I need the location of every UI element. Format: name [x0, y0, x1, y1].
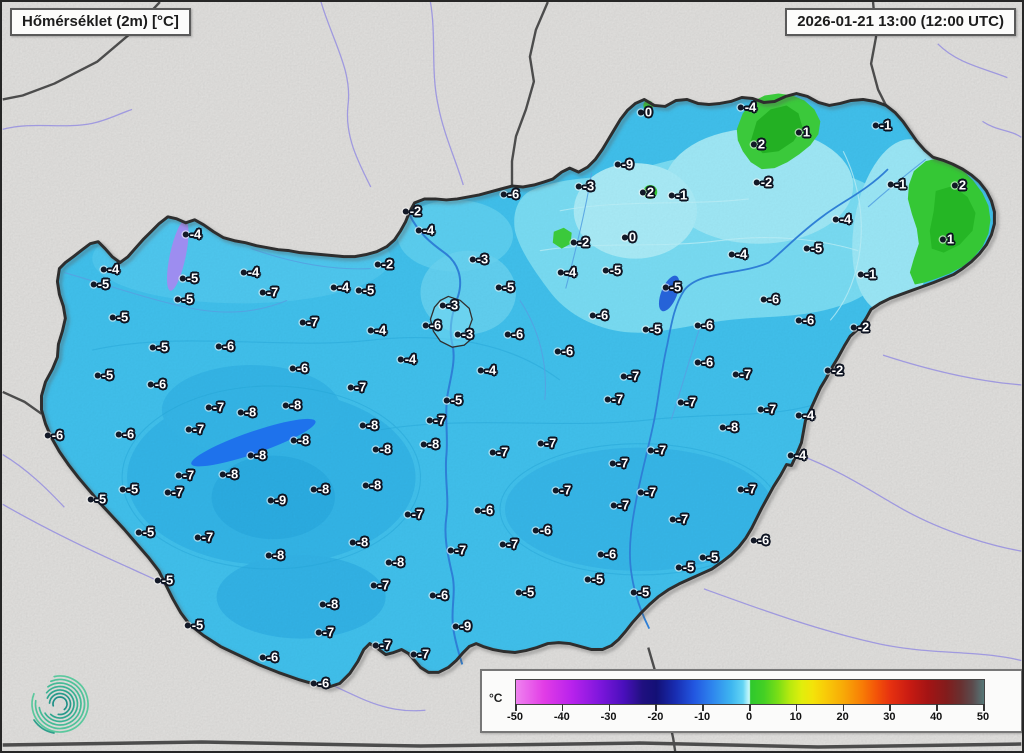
colorbar-tick-mark	[842, 704, 845, 711]
hungary-border	[40, 92, 996, 689]
hydrography	[64, 158, 927, 665]
colorbar-tick-mark	[702, 704, 704, 711]
colorbar-tick-label: 20	[836, 711, 849, 723]
colorbar-tick-label: -20	[647, 711, 664, 723]
colorbar-tick-label: -40	[553, 711, 570, 723]
colorbar-tick-label: 50	[976, 711, 990, 723]
colorbar-legend: °C -50 -40 -30 -20 -10 0 10 20 30 40 50	[480, 669, 1022, 733]
colorbar-tick-mark	[561, 704, 564, 711]
lake-ferto	[167, 220, 189, 291]
map-timestamp: 2026-01-21 13:00 (12:00 UTC)	[785, 8, 1016, 36]
met-service-spiral-logo	[31, 675, 89, 734]
colorbar-tick-mark	[795, 704, 798, 711]
colorbar-tick-mark	[889, 704, 891, 711]
colorbar-tick-mark	[936, 704, 938, 711]
lake-tisza	[658, 275, 680, 312]
colorbar-tick-label: -50	[507, 711, 523, 723]
colorbar-gradient	[515, 679, 985, 705]
colorbar-tick-mark	[655, 704, 657, 711]
colorbar-tick-mark	[608, 704, 611, 711]
colorbar-tick-label: 10	[789, 711, 802, 723]
budapest-outline	[429, 295, 474, 348]
colorbar-tick-label: 40	[930, 711, 943, 723]
tisza-river	[629, 168, 889, 630]
danube-river	[408, 214, 464, 665]
colorbar-tick-label: -10	[694, 711, 711, 723]
map-title: Hőmérséklet (2m) [°C]	[10, 8, 191, 36]
colorbar-tick-label: 0	[745, 711, 753, 723]
warm-green-patches	[552, 93, 991, 285]
colorbar-tick-label: 30	[883, 711, 896, 723]
colorbar-unit-label: °C	[489, 691, 503, 705]
colorbar-tick-mark	[749, 704, 751, 711]
colorbar-tick-mark	[983, 704, 985, 711]
colorbar-tick-mark	[515, 704, 517, 711]
lake-balaton	[191, 418, 316, 467]
colorbar-tick-label: -30	[600, 711, 617, 723]
